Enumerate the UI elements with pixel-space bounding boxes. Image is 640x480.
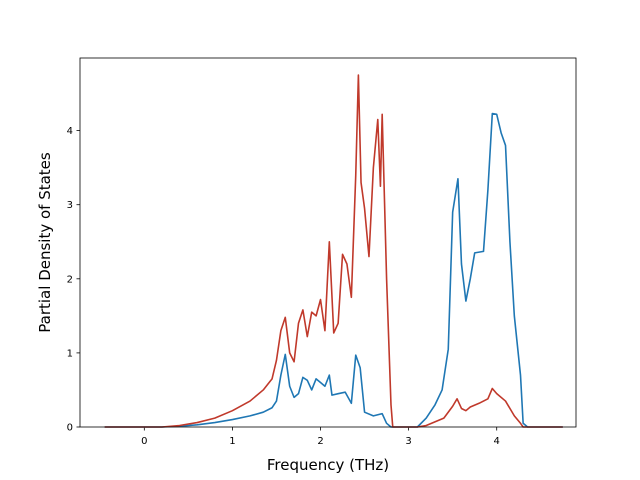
x-tick-label: 3 bbox=[405, 436, 411, 447]
y-tick-label: 0 bbox=[67, 423, 73, 434]
series-layer bbox=[104, 74, 563, 428]
axis-ticks: 0 1 2 3 4 0 1 2 3 4 bbox=[67, 126, 500, 447]
series-line-1 bbox=[104, 112, 563, 428]
series-line-2 bbox=[104, 74, 563, 428]
x-tick-label: 0 bbox=[141, 436, 147, 447]
x-tick-label: 1 bbox=[229, 436, 235, 447]
y-tick-label: 1 bbox=[67, 348, 73, 359]
y-tick-label: 4 bbox=[67, 126, 73, 137]
y-tick-label: 3 bbox=[67, 200, 73, 211]
x-tick-label: 2 bbox=[317, 436, 323, 447]
x-axis-label: Frequency (THz) bbox=[267, 456, 389, 474]
x-tick-label: 4 bbox=[494, 436, 500, 447]
plot-frame bbox=[79, 57, 577, 428]
y-axis-label: Partial Density of States bbox=[36, 152, 54, 333]
y-tick-label: 2 bbox=[67, 274, 73, 285]
